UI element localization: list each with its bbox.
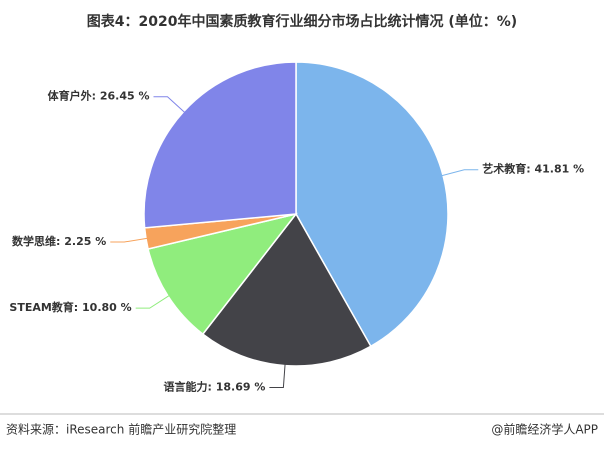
data-label: 体育户外: 26.45 % bbox=[48, 89, 150, 103]
pie-slice bbox=[143, 61, 297, 229]
data-label: STEAM教育: 10.80 % bbox=[9, 300, 131, 314]
leader-line bbox=[439, 169, 479, 177]
footer-source: 资料来源：iResearch 前瞻产业研究院整理 bbox=[6, 422, 236, 437]
leader-line bbox=[135, 293, 172, 309]
footer-brand: @前瞻经济学人APP bbox=[491, 422, 598, 437]
data-label: 数学思维: 2.25 % bbox=[12, 234, 106, 248]
data-label: 语言能力: 18.69 % bbox=[164, 380, 266, 394]
leader-line bbox=[269, 361, 286, 389]
data-label: 艺术教育: 41.81 % bbox=[482, 162, 584, 176]
chart-title: 图表4：2020年中国素质教育行业细分市场占比统计情况 (单位：%) bbox=[87, 13, 517, 30]
leader-line bbox=[153, 96, 188, 115]
leader-line bbox=[110, 237, 151, 243]
